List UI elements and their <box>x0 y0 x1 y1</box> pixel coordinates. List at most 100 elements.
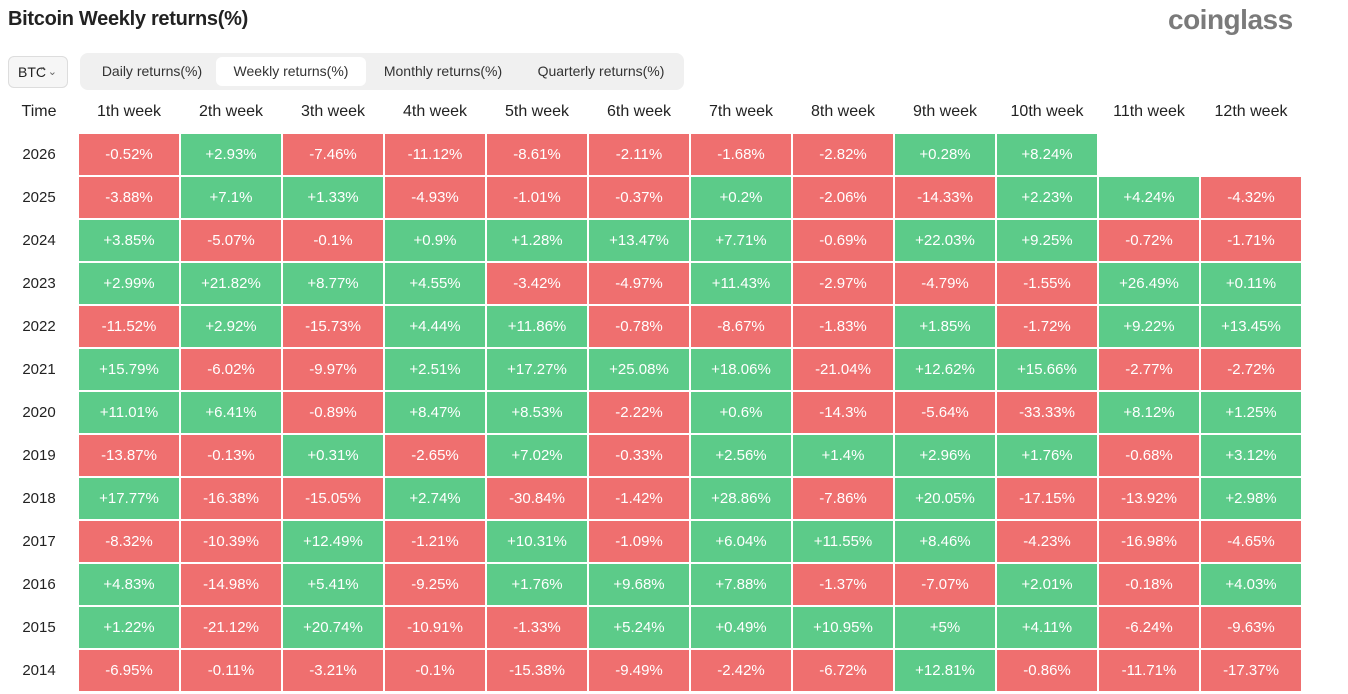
return-cell: +2.92% <box>181 306 281 347</box>
return-cell: +5.41% <box>283 564 383 605</box>
return-cell: +8.12% <box>1099 392 1199 433</box>
return-cell: +5% <box>895 607 995 648</box>
return-cell: +8.24% <box>997 134 1097 175</box>
return-cell: -0.1% <box>283 220 383 261</box>
column-header: 8th week <box>810 103 876 120</box>
year-label: 2018 <box>22 490 56 507</box>
return-cell: -1.71% <box>1201 220 1301 261</box>
tab[interactable]: Weekly returns(%) <box>216 57 366 86</box>
year-label: 2026 <box>22 146 56 163</box>
return-cell: -6.24% <box>1099 607 1199 648</box>
return-cell: -3.88% <box>79 177 179 218</box>
return-cell: -2.82% <box>793 134 893 175</box>
return-cell: -9.49% <box>589 650 689 691</box>
return-cell: -21.04% <box>793 349 893 390</box>
return-cell: -17.37% <box>1201 650 1301 691</box>
column-header: 1th week <box>96 103 162 120</box>
return-cell: -0.86% <box>997 650 1097 691</box>
return-cell: +4.83% <box>79 564 179 605</box>
return-cell: +18.06% <box>691 349 791 390</box>
column-header: 2th week <box>198 103 264 120</box>
brand-logo: coinglass <box>1168 4 1293 35</box>
return-cell: +20.74% <box>283 607 383 648</box>
return-cell: -13.92% <box>1099 478 1199 519</box>
return-cell: -1.83% <box>793 306 893 347</box>
return-cell: +15.79% <box>79 349 179 390</box>
return-cell: -2.06% <box>793 177 893 218</box>
return-cell: +2.01% <box>997 564 1097 605</box>
return-cell: -2.22% <box>589 392 689 433</box>
column-header: 9th week <box>912 103 978 120</box>
return-cell: -3.42% <box>487 263 587 304</box>
return-cell: -0.89% <box>283 392 383 433</box>
return-cell: -4.97% <box>589 263 689 304</box>
return-cell: +7.71% <box>691 220 791 261</box>
return-cell: +6.04% <box>691 521 791 562</box>
return-cell: +7.1% <box>181 177 281 218</box>
return-cell: -14.33% <box>895 177 995 218</box>
return-cell: -4.32% <box>1201 177 1301 218</box>
return-cell: +2.96% <box>895 435 995 476</box>
select-caret: ⌃⌄ <box>38 66 57 78</box>
return-cell: +3.12% <box>1201 435 1301 476</box>
return-cell: +0.11% <box>1201 263 1301 304</box>
year-label: 2020 <box>22 404 56 421</box>
year-label: 2021 <box>22 361 56 378</box>
return-cell: -0.52% <box>79 134 179 175</box>
return-cell: -11.52% <box>79 306 179 347</box>
return-cell: +12.49% <box>283 521 383 562</box>
return-cell: +9.22% <box>1099 306 1199 347</box>
year-label: 2014 <box>22 662 56 679</box>
return-cell: -6.02% <box>181 349 281 390</box>
return-cell: +1.4% <box>793 435 893 476</box>
return-cell: +1.22% <box>79 607 179 648</box>
column-header: 10th week <box>1010 103 1084 120</box>
return-cell: -2.11% <box>589 134 689 175</box>
column-header: Time <box>21 103 57 120</box>
tab[interactable]: Monthly returns(%) <box>383 63 503 79</box>
return-cell: -10.39% <box>181 521 281 562</box>
year-label: 2016 <box>22 576 56 593</box>
return-cell: -1.09% <box>589 521 689 562</box>
return-cell: +2.93% <box>181 134 281 175</box>
year-label: 2022 <box>22 318 56 335</box>
return-cell: -30.84% <box>487 478 587 519</box>
return-cell: -4.23% <box>997 521 1097 562</box>
return-cell: +8.47% <box>385 392 485 433</box>
return-cell: +2.23% <box>997 177 1097 218</box>
return-cell: +13.47% <box>589 220 689 261</box>
return-cell: -13.87% <box>79 435 179 476</box>
return-cell: +12.62% <box>895 349 995 390</box>
return-cell: +2.74% <box>385 478 485 519</box>
return-cell: -0.68% <box>1099 435 1199 476</box>
return-cell: -1.01% <box>487 177 587 218</box>
return-cell: -4.65% <box>1201 521 1301 562</box>
return-cell: -33.33% <box>997 392 1097 433</box>
column-header: 7th week <box>708 103 774 120</box>
return-cell: -1.42% <box>589 478 689 519</box>
return-cell: -2.97% <box>793 263 893 304</box>
tab[interactable]: Quarterly returns(%) <box>537 63 665 79</box>
return-cell: -7.46% <box>283 134 383 175</box>
return-cell: +7.02% <box>487 435 587 476</box>
return-cell: +4.55% <box>385 263 485 304</box>
column-header: 3th week <box>300 103 366 120</box>
return-cell: -10.91% <box>385 607 485 648</box>
return-cell: -5.07% <box>181 220 281 261</box>
return-cell: +15.66% <box>997 349 1097 390</box>
column-header: 4th week <box>402 103 468 120</box>
return-cell: -9.25% <box>385 564 485 605</box>
return-cell: +0.31% <box>283 435 383 476</box>
return-cell: -5.64% <box>895 392 995 433</box>
return-cell: -8.61% <box>487 134 587 175</box>
return-cell: +0.2% <box>691 177 791 218</box>
column-header: 5th week <box>504 103 570 120</box>
return-cell: -4.79% <box>895 263 995 304</box>
symbol-select[interactable]: ⌃⌄ BTC <box>8 56 68 88</box>
return-cell: -0.1% <box>385 650 485 691</box>
return-cell: -9.97% <box>283 349 383 390</box>
return-cell: -16.98% <box>1099 521 1199 562</box>
return-cell: +0.28% <box>895 134 995 175</box>
return-cell: +21.82% <box>181 263 281 304</box>
tab[interactable]: Daily returns(%) <box>101 63 203 79</box>
